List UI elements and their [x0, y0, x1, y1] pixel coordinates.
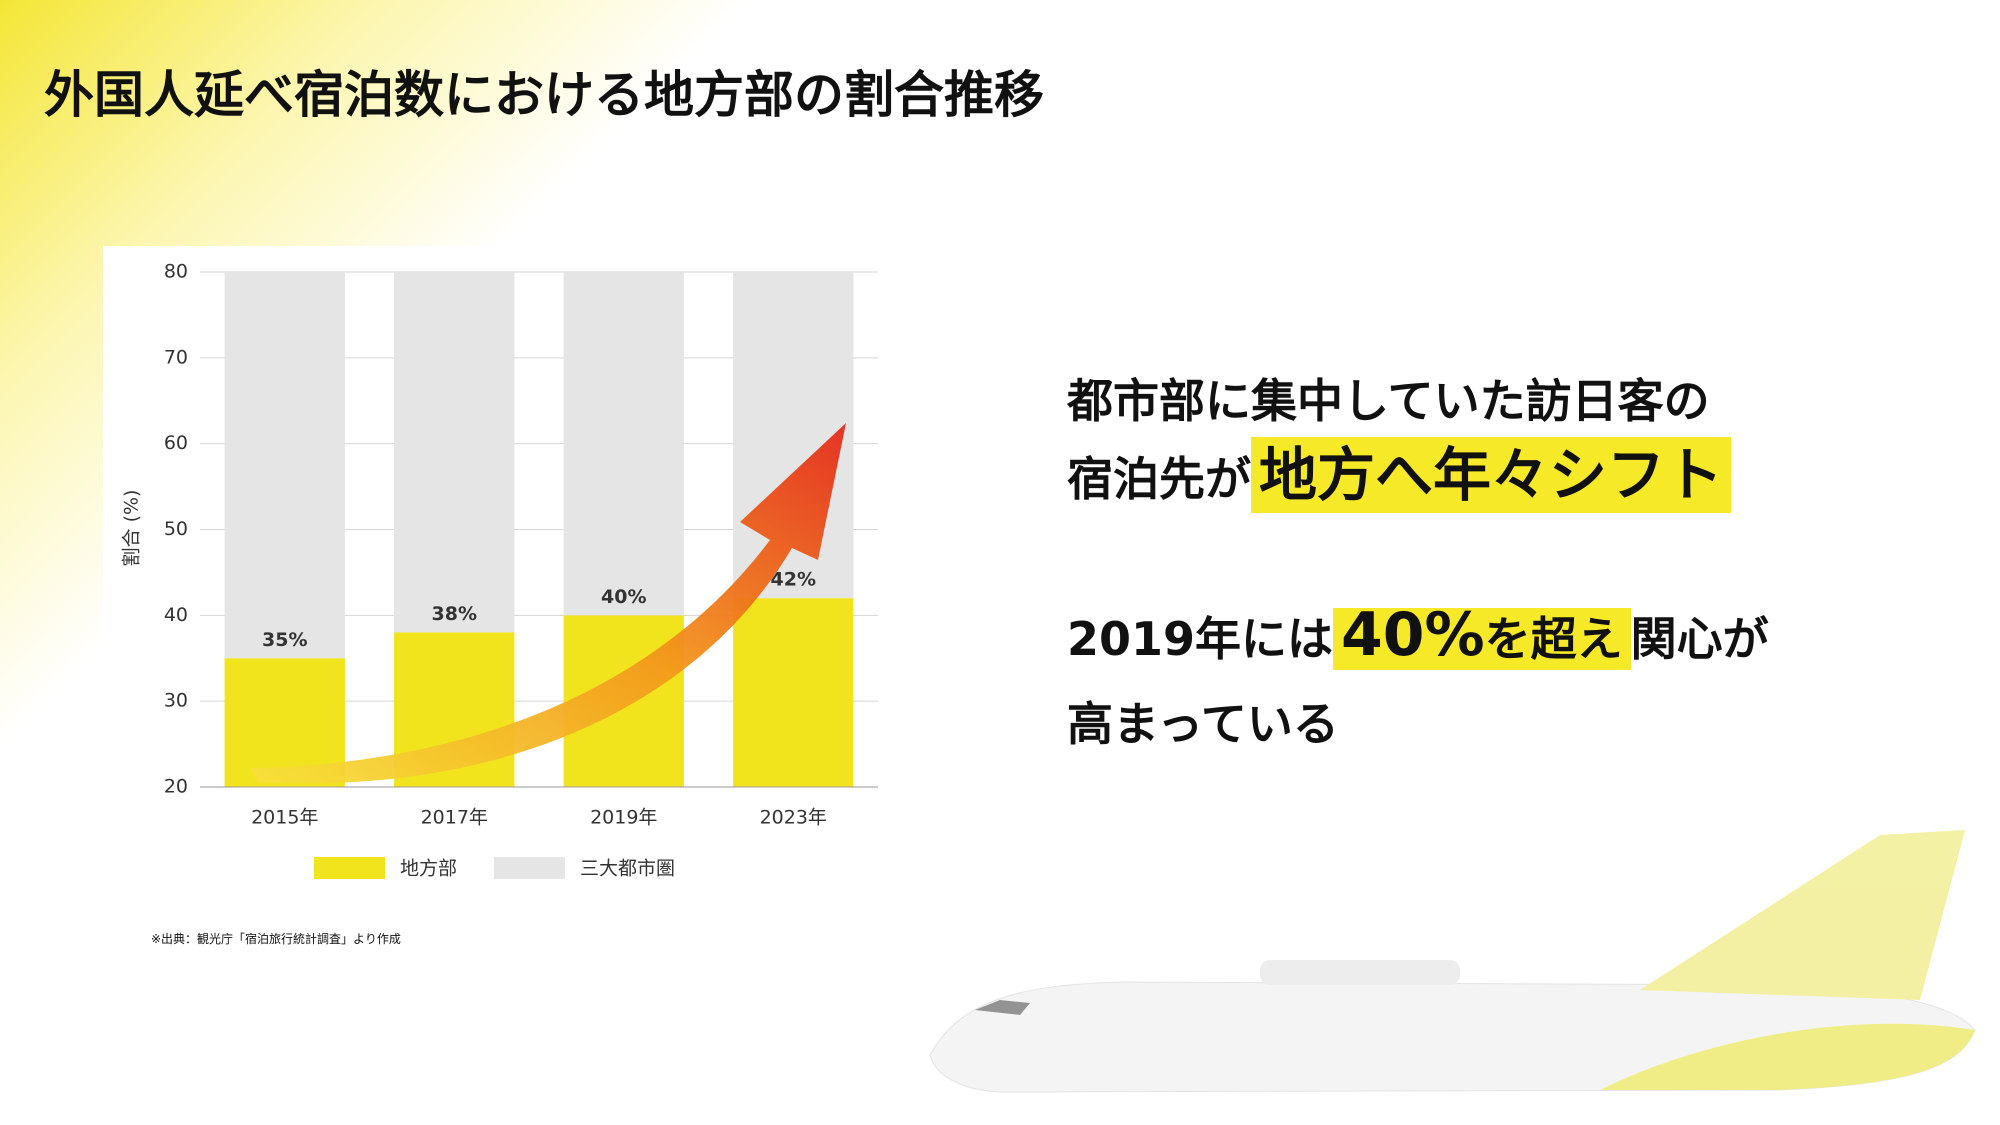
body-line: 2019年には 40%を超え 関心が	[1067, 600, 1769, 674]
body-text: 2019年には	[1067, 612, 1334, 666]
body-line: 都市部に集中していた訪日客の	[1067, 374, 1710, 428]
y-axis-label: 割合 (%)	[121, 490, 143, 567]
y-tick-label: 20	[164, 776, 188, 798]
body-line: 宿泊先が 地方へ年々シフト	[1067, 437, 1732, 514]
source-note: ※出典：観光庁「宿泊旅行統計調査」より作成	[151, 932, 401, 946]
airplane	[929, 830, 1976, 1093]
x-tick-label: 2019年	[590, 807, 657, 829]
bar-segment	[563, 272, 684, 616]
legend-swatch	[494, 857, 565, 879]
data-label: 35%	[262, 629, 307, 651]
y-tick-label: 60	[164, 432, 188, 454]
legend-label: 地方部	[400, 858, 457, 880]
legend-swatch	[314, 857, 385, 879]
y-tick-label: 50	[164, 518, 188, 540]
data-label: 40%	[601, 586, 646, 608]
y-tick-label: 30	[164, 690, 188, 712]
bar-segment	[394, 272, 515, 633]
bar-segment	[224, 272, 345, 659]
highlight-text: 地方へ年々シフト	[1251, 437, 1732, 513]
slide-title: 外国人延べ宿泊数における地方部の割合推移	[44, 66, 1044, 124]
body-line: 高まっている	[1067, 697, 1339, 751]
data-label: 42%	[771, 569, 816, 591]
y-tick-label: 70	[164, 346, 188, 368]
x-tick-label: 2017年	[421, 807, 488, 829]
body-text: 宿泊先が	[1067, 452, 1251, 506]
legend-label: 三大都市圏	[580, 858, 675, 880]
bar-segment	[733, 598, 854, 787]
y-tick-label: 80	[164, 261, 188, 283]
x-tick-label: 2023年	[760, 807, 827, 829]
trend-arrow	[250, 423, 846, 784]
highlight-group: 40%を超え	[1333, 600, 1631, 670]
data-label: 38%	[432, 603, 477, 625]
y-tick-label: 40	[164, 604, 188, 626]
highlight-text: 40%	[1341, 600, 1485, 670]
body-text: 関心が	[1630, 612, 1769, 666]
highlight-text: を超え	[1484, 612, 1623, 666]
x-tick-label: 2015年	[251, 807, 318, 829]
